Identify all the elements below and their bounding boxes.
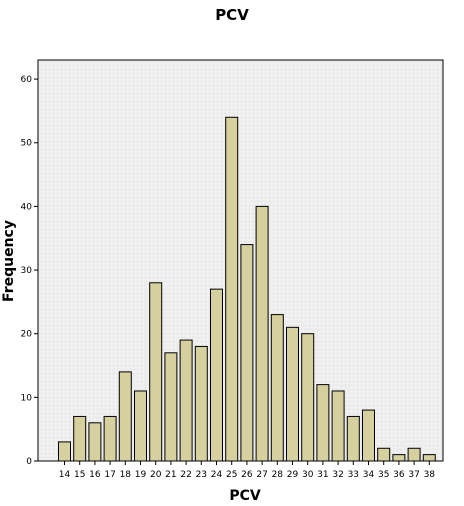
bar-21: [164, 352, 178, 462]
y-tick-label: 60: [21, 75, 33, 85]
bar-37: [407, 447, 421, 462]
bar-34: [362, 409, 375, 462]
bar-22: [179, 339, 193, 462]
x-axis-title: PCV: [229, 488, 261, 504]
x-tick-label: 38: [424, 470, 436, 480]
bar-29: [286, 326, 299, 462]
x-tick-label: 30: [302, 470, 314, 480]
x-tick-label: 25: [226, 470, 237, 480]
x-tick-label: 18: [120, 470, 132, 480]
y-tick-label: 50: [21, 139, 33, 149]
bars: [58, 116, 436, 462]
bar-31: [316, 384, 330, 462]
y-tick-label: 20: [21, 330, 33, 340]
bar-32: [331, 390, 345, 462]
x-tick-label: 15: [74, 470, 85, 480]
bar-36: [392, 454, 406, 462]
bar-16: [88, 422, 102, 462]
chart-title: PCV: [215, 6, 249, 24]
x-tick-label: 36: [393, 470, 405, 480]
x-tick-label: 26: [241, 470, 253, 480]
x-tick-label: 17: [104, 470, 115, 480]
x-tick-label: 22: [180, 470, 191, 480]
bar-26: [240, 244, 254, 462]
bar-14: [58, 441, 71, 462]
x-tick-label: 20: [150, 470, 162, 480]
x-tick-label: 33: [348, 470, 359, 480]
x-tick-label: 14: [59, 470, 71, 480]
x-tick-label: 37: [408, 470, 419, 480]
y-tick-label: 10: [21, 393, 33, 403]
y-tick-label: 40: [21, 202, 33, 212]
x-axis: 14 15 16 17 18 19 20 21 22 23 24 25 26 27 28 29 30 31 32 33…: [59, 461, 436, 480]
x-tick-label: 34: [363, 470, 375, 480]
x-tick-label: 24: [211, 470, 223, 480]
y-axis: 0 10 20 30 40 50 60: [21, 75, 38, 467]
x-tick-label: 27: [256, 470, 267, 480]
x-tick-label: 31: [317, 470, 328, 480]
bar-15: [73, 415, 87, 462]
bar-25: [225, 116, 239, 462]
y-axis-title: Frequency: [1, 220, 17, 302]
bar-18: [118, 371, 132, 462]
x-tick-label: 29: [287, 470, 299, 480]
bar-19: [134, 390, 147, 462]
x-tick-label: 35: [378, 470, 389, 480]
bar-38: [422, 454, 436, 462]
x-tick-label: 19: [135, 470, 147, 480]
y-tick-label: 30: [21, 266, 33, 276]
x-tick-label: 23: [196, 470, 207, 480]
bar-17: [103, 415, 117, 462]
x-tick-label: 32: [332, 470, 343, 480]
bar-30: [301, 333, 315, 462]
x-tick-label: 16: [89, 470, 101, 480]
bar-35: [377, 447, 391, 462]
bar-24: [210, 288, 223, 462]
bar-33: [346, 415, 360, 462]
y-tick-label: 0: [26, 457, 32, 467]
bar-23: [194, 345, 208, 462]
x-tick-label: 28: [272, 470, 284, 480]
x-tick-label: 21: [165, 470, 176, 480]
bar-27: [255, 205, 269, 462]
bar-28: [270, 314, 284, 462]
bar-20: [149, 282, 163, 462]
